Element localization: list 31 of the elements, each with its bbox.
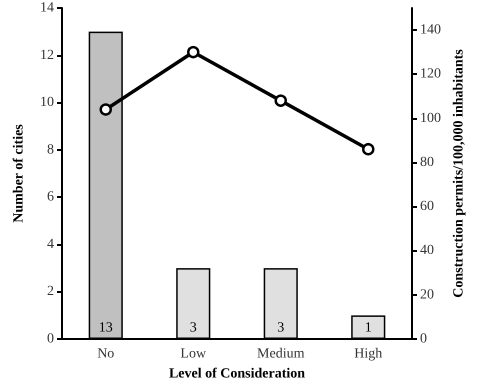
y2-axis-title: Construction permits/100,000 inhabitants <box>451 48 466 298</box>
y2-tick-label: 120 <box>420 66 441 82</box>
y2-tick-label: 0 <box>420 332 427 346</box>
x-tick-label: No <box>97 346 114 362</box>
x-axis-title: Level of Consideration <box>168 366 306 382</box>
data-label: 13 <box>98 320 113 336</box>
point <box>187 46 200 58</box>
x-tick-label: Medium <box>257 346 305 362</box>
x-tick-label: Low <box>180 346 207 362</box>
y-tick-label: 10 <box>40 95 54 110</box>
y2-tick-label: 80 <box>420 154 434 170</box>
y2-tick-label: 20 <box>420 287 434 302</box>
y-tick-label: 4 <box>47 236 54 252</box>
y2-tick-label: 60 <box>420 199 434 214</box>
point <box>362 142 374 156</box>
x-tick-label: High <box>354 346 382 362</box>
y-axis-title: Number of cities <box>12 124 26 223</box>
y2-tick-label: 40 <box>420 243 434 258</box>
y-tick-label: 6 <box>47 190 54 205</box>
y-tick-label: 2 <box>47 284 54 300</box>
point <box>274 94 287 107</box>
y-tick-label: 14 <box>40 0 54 16</box>
y-tick-label: 0 <box>47 332 54 346</box>
y-tick-label: 8 <box>47 142 54 158</box>
data-label: 3 <box>190 320 197 336</box>
y-tick-label: 12 <box>40 48 54 63</box>
point <box>100 103 112 116</box>
data-label: 1 <box>364 320 372 336</box>
y2-tick-label: 100 <box>420 110 441 126</box>
data-label: 3 <box>277 320 284 336</box>
y2-tick-label: 140 <box>420 22 441 38</box>
